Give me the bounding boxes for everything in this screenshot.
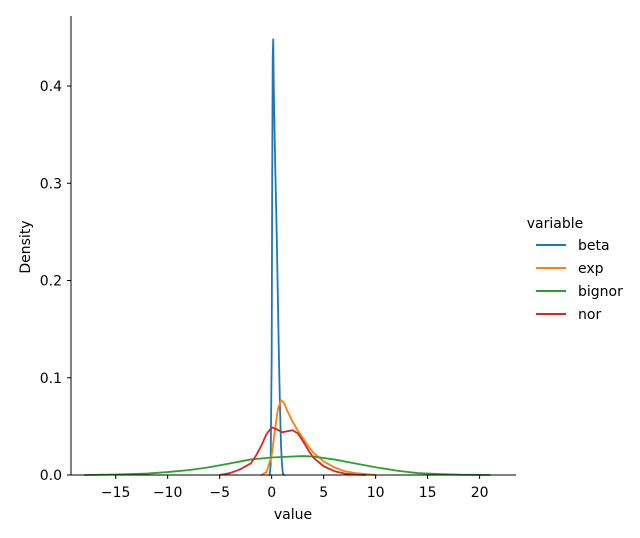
- y-tick-label: 0.4: [40, 79, 62, 95]
- series-line-nor: [218, 426, 367, 476]
- x-axis-label: value: [274, 507, 312, 523]
- y-tick-label: 0.2: [40, 274, 62, 290]
- x-tick-label: −5: [209, 485, 230, 501]
- y-axis-label: Density: [18, 220, 34, 273]
- x-tick-label: 5: [319, 485, 328, 501]
- series-line-bignor: [83, 455, 491, 476]
- y-ticks: 0.0 0.1 0.2 0.3 0.4: [40, 79, 71, 484]
- legend-label-nor: nor: [578, 307, 601, 323]
- series-line-beta: [268, 38, 286, 476]
- x-tick-label: 20: [471, 485, 489, 501]
- legend-title: variable: [527, 216, 583, 232]
- legend-label-bignor: bignor: [578, 284, 623, 300]
- x-tick-label: 10: [367, 485, 385, 501]
- x-tick-label: −15: [101, 485, 131, 501]
- series-line-exp: [260, 399, 377, 476]
- y-tick-label: 0.0: [40, 468, 62, 484]
- series-layer: [83, 38, 491, 476]
- x-ticks: −15 −10 −5 0 5 10 15 20: [101, 475, 489, 501]
- axes-layer: [70, 16, 516, 476]
- y-tick-label: 0.1: [40, 371, 62, 387]
- legend-label-beta: beta: [578, 238, 610, 254]
- y-tick-label: 0.3: [40, 176, 62, 192]
- x-tick-label: 0: [267, 485, 276, 501]
- x-tick-label: −10: [153, 485, 183, 501]
- x-tick-label: 15: [419, 485, 437, 501]
- legend: variable beta exp bignor nor: [527, 216, 623, 323]
- legend-label-exp: exp: [578, 261, 604, 277]
